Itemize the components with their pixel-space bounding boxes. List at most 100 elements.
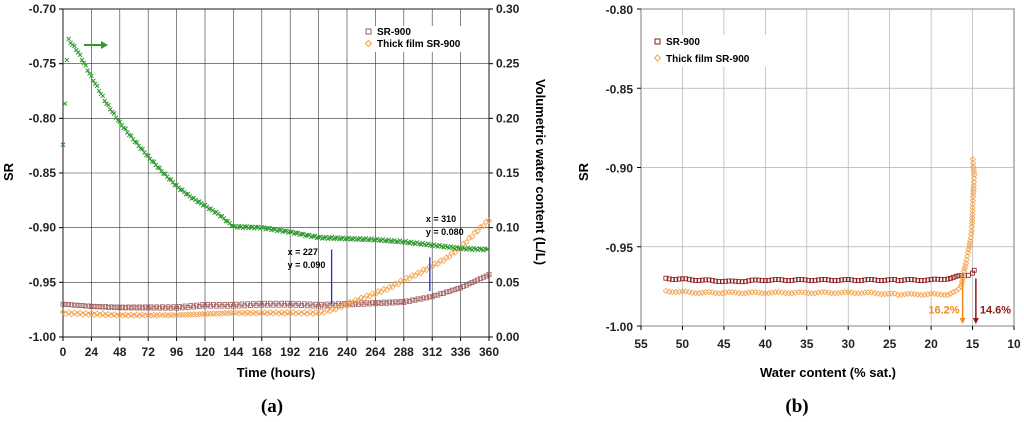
thick-film-point — [113, 312, 121, 319]
y2-tick-label: 0.20 — [496, 111, 520, 125]
x-tick-label: 312 — [422, 345, 442, 359]
panel-a-y2-ticks: 0.30 0.25 0.20 0.15 0.10 0.05 0.00 — [489, 2, 520, 344]
thick-film-point — [815, 289, 822, 296]
sr900-point — [842, 277, 848, 282]
water-content-point — [96, 88, 102, 94]
sr900-point — [950, 274, 956, 280]
sr900-point — [905, 277, 911, 282]
water-content-point — [157, 165, 162, 171]
x-tick-label: 72 — [142, 345, 156, 359]
x-tick-label: 24 — [85, 345, 99, 359]
thick-film-point — [811, 289, 819, 297]
water-content-point — [79, 57, 85, 63]
thick-film-point — [838, 289, 845, 296]
series-thick-film — [59, 217, 493, 319]
sr900-point — [683, 276, 689, 282]
sr900-point — [188, 303, 194, 308]
series-water-content — [60, 36, 490, 253]
y-tick-label: -0.90 — [29, 221, 57, 235]
thick-film-point — [264, 310, 271, 317]
thick-film-point — [443, 254, 450, 261]
thick-film-point — [968, 230, 975, 238]
sr900-point — [421, 295, 427, 301]
thick-film-point — [969, 193, 977, 201]
sr900-point — [364, 300, 370, 306]
thick-film-point — [446, 253, 453, 261]
thick-film-point — [201, 310, 209, 318]
thick-film-point — [88, 310, 95, 317]
sr900-point — [739, 279, 745, 285]
x-tick-label: 10 — [1007, 337, 1021, 351]
sr900-point — [148, 304, 154, 310]
sr900-point — [418, 296, 424, 302]
sr900-point — [151, 305, 157, 311]
sr900-point — [749, 277, 755, 283]
thick-film-point — [968, 227, 975, 234]
sr900-point — [885, 277, 891, 283]
sr900-point — [117, 305, 123, 311]
thick-film-point — [971, 171, 978, 179]
sr900-point — [855, 278, 861, 284]
sr900-point — [878, 278, 884, 284]
thick-film-point — [105, 310, 112, 318]
thick-film-point — [969, 201, 976, 208]
sr900-point — [815, 277, 821, 283]
thick-film-point — [181, 311, 189, 319]
sr900-point — [120, 304, 126, 310]
sr900-point — [908, 277, 914, 282]
water-content-point — [217, 213, 223, 219]
thick-film-point — [269, 310, 277, 317]
water-content-point — [64, 57, 70, 63]
sr900-point — [953, 273, 959, 279]
thick-film-point — [858, 289, 865, 297]
thick-film-point — [241, 310, 248, 317]
water-content-point — [376, 238, 382, 243]
thick-film-point — [389, 284, 396, 291]
thick-film-point — [964, 249, 972, 256]
thick-film-point — [99, 310, 106, 318]
y2-tick-label: 0.00 — [496, 330, 520, 344]
thick-film-point — [159, 312, 166, 319]
thick-film-point — [91, 311, 98, 318]
water-content-point — [62, 101, 68, 106]
sr900-point — [918, 278, 924, 284]
thick-film-point — [950, 288, 957, 296]
sr900-point — [125, 304, 131, 310]
y-tick-label: -0.95 — [29, 275, 57, 289]
sr900-point — [689, 277, 695, 283]
y-tick-label: -0.75 — [29, 57, 57, 71]
sr900-point — [802, 277, 808, 283]
sr900-point — [435, 292, 441, 298]
sr900-point — [713, 278, 718, 284]
thick-film-point — [947, 290, 954, 297]
water-content-point — [227, 220, 232, 226]
thick-film-point — [463, 239, 470, 246]
sr900-point — [441, 290, 446, 296]
y-tick-label: -0.80 — [606, 3, 634, 17]
panel-a-y-label: SR — [1, 162, 16, 181]
sr900-point — [756, 277, 762, 283]
thick-film-point — [213, 310, 220, 317]
sr900-point — [799, 277, 805, 282]
sr900-point — [86, 303, 91, 309]
annotation-label: 16.2% — [928, 304, 959, 316]
sr900-point — [782, 277, 788, 283]
thick-film-point — [898, 291, 905, 298]
water-content-point — [151, 159, 157, 165]
thick-film-point — [394, 281, 402, 288]
thick-film-point — [970, 166, 977, 173]
sr900-point — [123, 305, 128, 311]
sr900-point — [80, 303, 86, 308]
thick-film-point — [110, 311, 118, 318]
sr900-point — [956, 273, 962, 279]
sr900-point — [736, 279, 742, 285]
sr900-point — [912, 277, 917, 283]
thick-film-point — [65, 309, 72, 316]
water-content-point — [60, 142, 66, 148]
sr900-point — [415, 296, 421, 302]
y-tick-label: -0.85 — [29, 166, 57, 180]
y-tick-label: -0.80 — [29, 111, 57, 125]
annotation-label: x = 227 — [288, 247, 318, 257]
sr900-point — [666, 276, 672, 282]
y-tick-label: -0.70 — [29, 2, 57, 16]
